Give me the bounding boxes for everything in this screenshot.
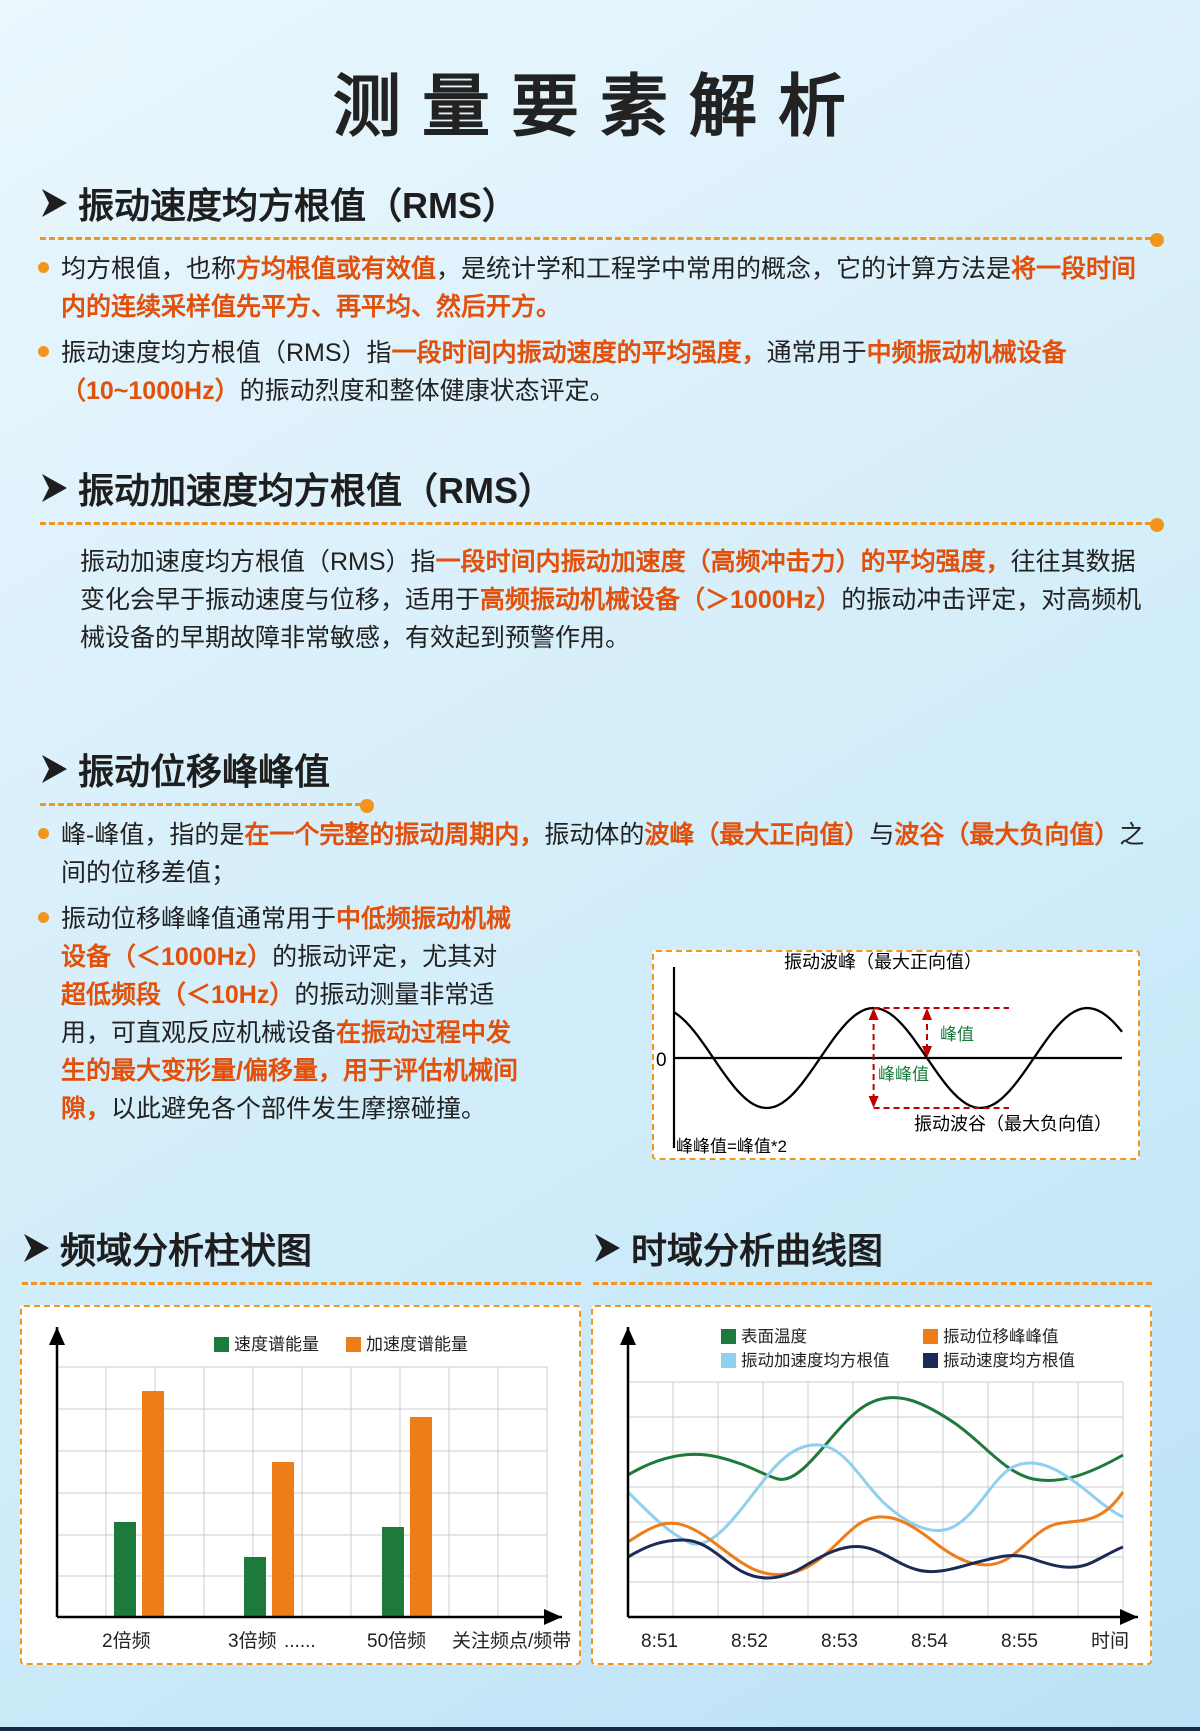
svg-text:关注频点/频带: 关注频点/频带 [452,1630,571,1652]
svg-text:0: 0 [656,1050,667,1071]
svg-text:振动速度均方根值: 振动速度均方根值 [943,1351,1075,1370]
svg-text:......: ...... [284,1631,316,1652]
svg-text:速度谱能量: 速度谱能量 [234,1335,319,1354]
svg-text:振动加速度均方根值: 振动加速度均方根值 [741,1351,890,1370]
svg-text:峰峰值=峰值*2: 峰峰值=峰值*2 [676,1137,787,1156]
svg-text:振动波峰（最大正向值）: 振动波峰（最大正向值） [784,952,982,972]
svg-text:3倍频: 3倍频 [228,1630,277,1652]
svg-text:加速度谱能量: 加速度谱能量 [366,1335,468,1354]
svg-text:8:55: 8:55 [1001,1631,1038,1652]
svg-text:峰值: 峰值 [940,1025,974,1044]
svg-text:8:51: 8:51 [641,1631,678,1652]
svg-text:振动波谷（最大负向值）: 振动波谷（最大负向值） [914,1114,1112,1134]
svg-text:8:54: 8:54 [911,1631,948,1652]
svg-text:时间: 时间 [1091,1630,1129,1652]
svg-text:表面温度: 表面温度 [741,1327,807,1346]
svg-text:振动位移峰峰值: 振动位移峰峰值 [943,1327,1059,1346]
svg-text:50倍频: 50倍频 [367,1630,426,1652]
svg-text:8:52: 8:52 [731,1631,768,1652]
svg-text:2倍频: 2倍频 [102,1630,151,1652]
svg-text:峰峰值: 峰峰值 [878,1065,929,1084]
svg-text:8:53: 8:53 [821,1631,858,1652]
